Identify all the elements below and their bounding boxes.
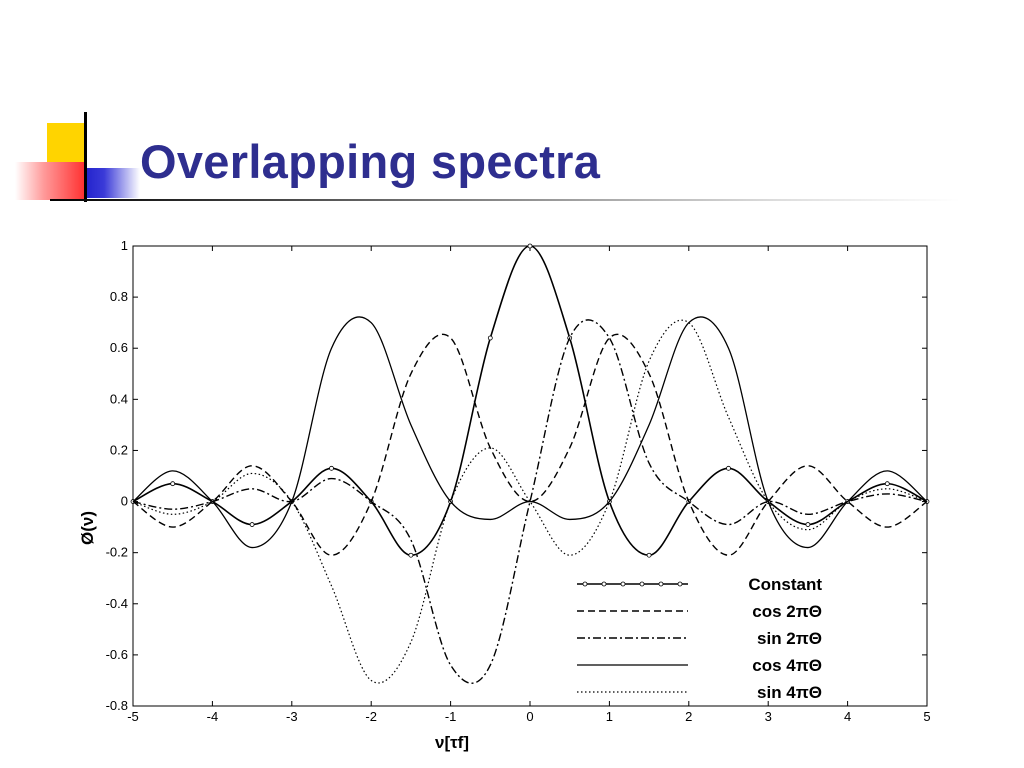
legend-marker (582, 581, 588, 587)
x-tick-label: 2 (685, 709, 692, 724)
legend-label: sin 2πΘ (757, 629, 822, 648)
x-tick-label: 3 (765, 709, 772, 724)
x-tick-label: 1 (606, 709, 613, 724)
title-underline (50, 199, 960, 201)
legend-marker (601, 581, 607, 587)
slide-title: Overlapping spectra (140, 135, 601, 188)
y-tick-label: 0.8 (110, 289, 128, 304)
y-tick-label: -0.4 (106, 596, 128, 611)
y-tick-label: 0 (121, 494, 128, 509)
series-point (249, 522, 255, 527)
legend-label: cos 4πΘ (752, 656, 822, 675)
series-point (408, 552, 414, 558)
x-tick-label: -1 (445, 709, 457, 724)
x-axis-label: ν[τf] (435, 733, 469, 752)
y-tick-label: -0.6 (106, 647, 128, 662)
x-tick-label: 4 (844, 709, 851, 724)
x-tick-label: -2 (365, 709, 377, 724)
legend-label: sin 4πΘ (757, 683, 822, 702)
series-point (726, 465, 731, 471)
y-tick-label: -0.8 (106, 698, 128, 713)
series-point (170, 481, 176, 487)
x-tick-label: 5 (923, 709, 930, 724)
series-line-2 (132, 319, 928, 684)
curves (130, 243, 930, 684)
y-tick-label: 1 (121, 238, 128, 253)
series-point (884, 481, 890, 487)
series-point (329, 465, 334, 471)
legend-marker (677, 581, 683, 587)
series-line-4 (132, 319, 928, 684)
x-tick-label: -4 (207, 709, 219, 724)
decor-red-bar (15, 162, 87, 200)
legend-marker (639, 581, 645, 587)
legend-label: Constant (748, 575, 822, 594)
series-point (805, 522, 811, 527)
x-tick-label: 0 (526, 709, 533, 724)
legend-marker (620, 581, 626, 587)
series-point (646, 552, 652, 558)
y-axis-label: Ø(ν) (78, 511, 97, 545)
x-tick-label: -5 (127, 709, 139, 724)
x-tick-label: -3 (286, 709, 298, 724)
axis-ticks: -5 -4 -3 -2 -1 0 1 2 3 4 5 1 0.8 0.6 0.4 0.2 0 -0.2 -0.4 -0… (106, 238, 931, 724)
series-point (487, 335, 493, 341)
series-line-0 (132, 245, 928, 557)
decor-vertical-line (84, 112, 87, 202)
decor-blue-bar (80, 168, 140, 198)
decor-yellow-square (47, 123, 87, 163)
legend: Constant cos 2πΘ sin 2πΘ cos 4πΘ sin 4πΘ (577, 575, 822, 702)
y-tick-label: 0.2 (110, 442, 128, 457)
legend-marker (658, 581, 664, 587)
legend-label: cos 2πΘ (752, 602, 822, 621)
y-tick-label: 0.4 (110, 391, 128, 406)
y-tick-label: 0.6 (110, 340, 128, 355)
series-point (527, 243, 533, 249)
series-line-3 (132, 316, 928, 549)
y-tick-label: -0.2 (106, 545, 128, 560)
series-line-1 (132, 333, 928, 556)
